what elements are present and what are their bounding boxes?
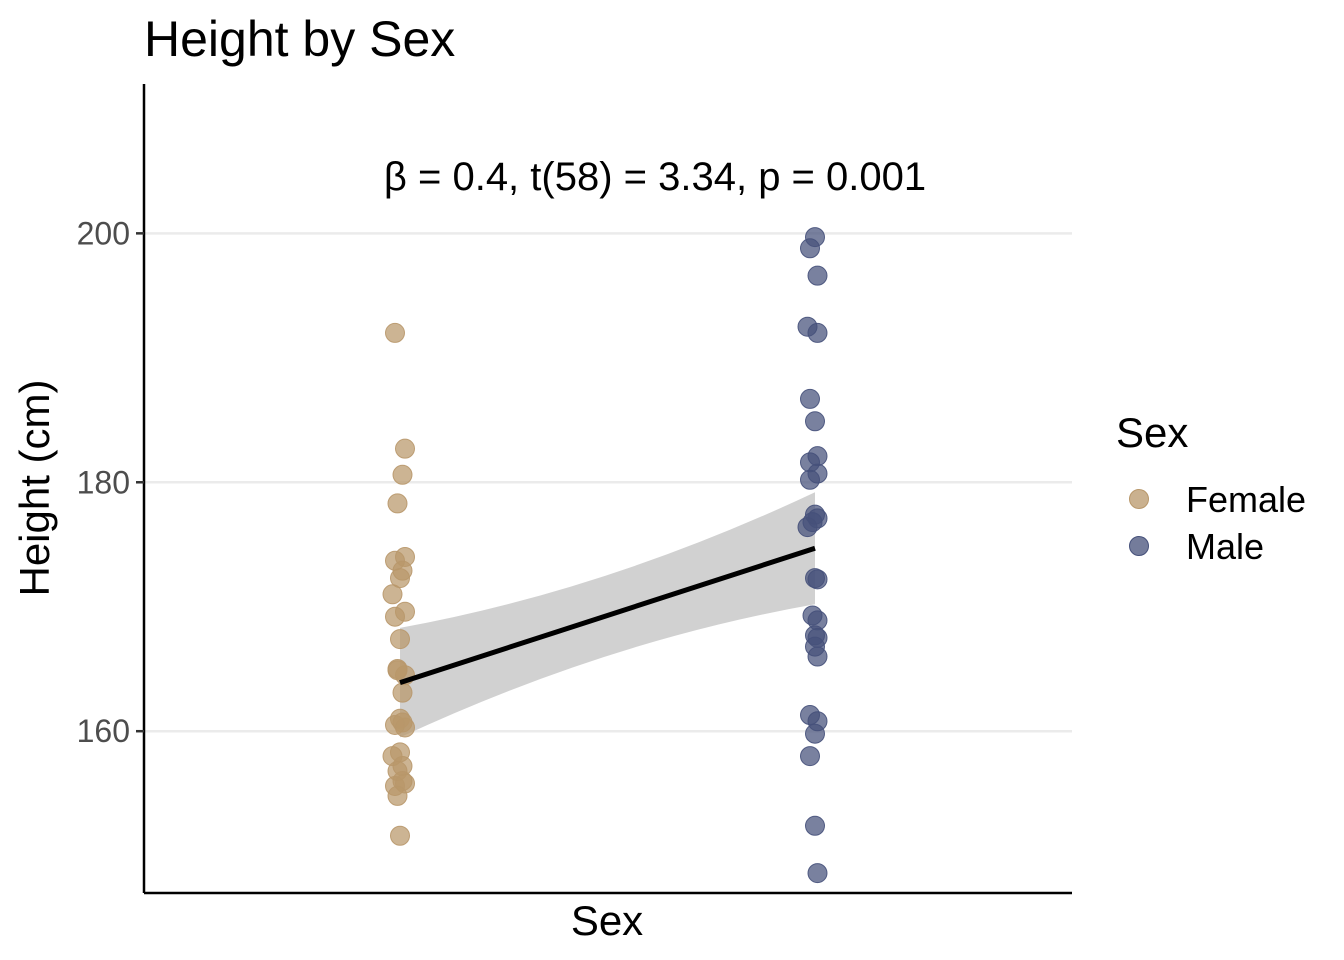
male-point — [800, 469, 820, 490]
female-point — [382, 584, 403, 605]
legend-label-female: Female — [1186, 479, 1306, 520]
legend-label-male: Male — [1186, 526, 1264, 567]
female-point — [385, 322, 405, 343]
female-point — [387, 660, 408, 681]
stats-annotation: β = 0.4, t(58) = 3.34, p = 0.001 — [384, 155, 926, 199]
points-layer — [382, 227, 828, 884]
regression-line-layer — [399, 545, 816, 686]
legend: Sex Female Male — [1116, 409, 1306, 567]
male-point — [807, 322, 828, 343]
axes-layer — [142, 84, 1072, 895]
y-tick-label: 180 — [77, 464, 130, 500]
male-point — [800, 238, 820, 259]
y-axis-title: Height (cm) — [11, 379, 58, 596]
x-axis-title: Sex — [571, 897, 643, 944]
regression-line — [399, 545, 816, 686]
female-point — [392, 464, 413, 485]
legend-key-female — [1129, 489, 1149, 509]
female-point — [385, 714, 405, 735]
female-point — [395, 438, 415, 459]
y-ticks-layer: 160 180 200 — [77, 215, 144, 749]
male-point — [805, 815, 825, 836]
male-point — [800, 388, 820, 409]
female-point — [385, 606, 405, 627]
male-point — [805, 411, 825, 432]
legend-key-male — [1129, 536, 1149, 556]
y-tick-label: 200 — [77, 215, 130, 251]
female-point — [387, 493, 408, 514]
chart-title: Height by Sex — [144, 11, 455, 67]
male-point — [805, 723, 825, 744]
female-point — [387, 785, 408, 806]
gridlines — [144, 232, 1072, 733]
male-point — [802, 512, 823, 533]
male-point — [805, 568, 825, 589]
female-point — [390, 568, 410, 589]
male-point — [807, 646, 828, 667]
male-point — [807, 863, 828, 884]
male-point — [807, 265, 828, 286]
female-point — [390, 629, 410, 650]
female-point — [392, 682, 413, 703]
male-point — [800, 746, 820, 767]
legend-title: Sex — [1116, 409, 1188, 456]
y-tick-label: 160 — [77, 713, 130, 749]
female-point — [390, 825, 410, 846]
